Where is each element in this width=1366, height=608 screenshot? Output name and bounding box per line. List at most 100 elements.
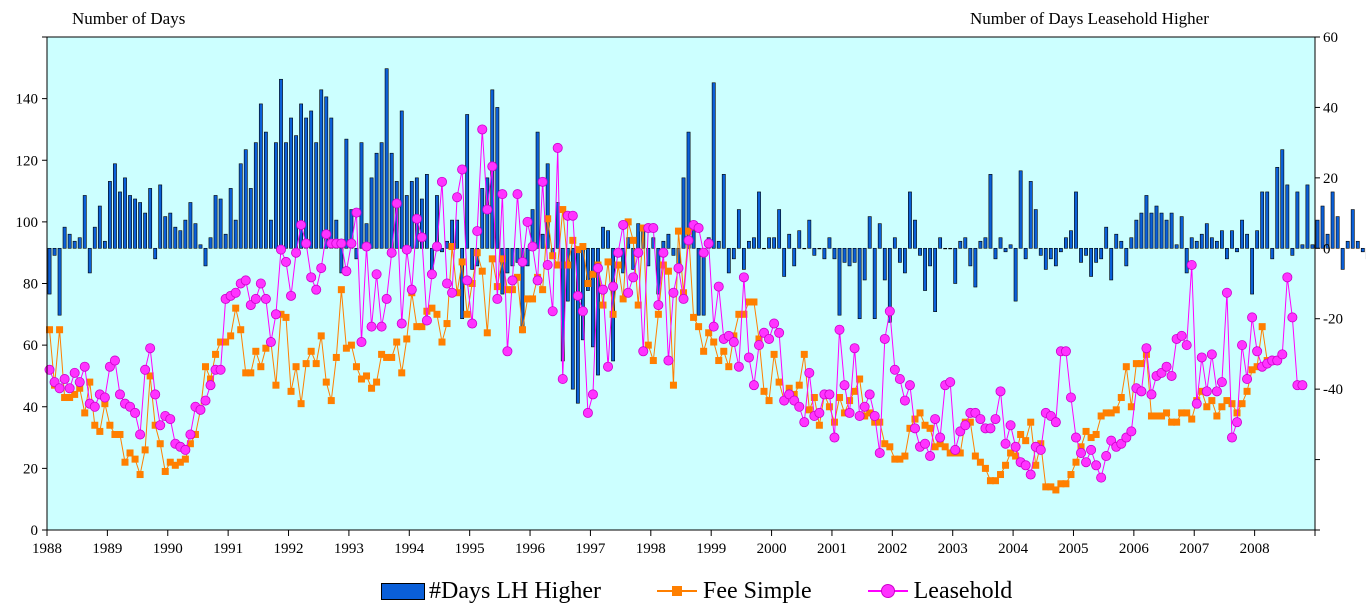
bar-days-lh-higher: [681, 177, 686, 249]
left-tick-label: 120: [16, 153, 39, 169]
fee-simple-point: [1253, 363, 1261, 371]
bar-days-lh-higher: [233, 219, 238, 249]
fee-simple-point: [966, 418, 974, 426]
bar-days-lh-higher: [1300, 244, 1305, 249]
bar-days-lh-higher: [123, 177, 127, 249]
bar-days-lh-higher: [424, 174, 429, 249]
fee-simple-point: [322, 378, 330, 386]
fee-simple-point: [352, 363, 360, 371]
fee-simple-point: [327, 397, 335, 405]
bar-days-lh-higher: [228, 188, 233, 249]
fee-simple-point: [790, 390, 798, 398]
bar-days-lh-higher: [445, 240, 449, 249]
right-tick-label: 0: [1323, 241, 1331, 257]
fee-simple-point: [725, 363, 733, 371]
fee-simple-series: [46, 206, 1271, 494]
fee-simple-point: [574, 246, 582, 254]
bar-days-lh-higher: [802, 247, 807, 250]
leasehold-point: [567, 210, 578, 221]
leasehold-point: [502, 346, 513, 357]
bar-days-lh-higher: [1064, 237, 1068, 249]
leasehold-point: [311, 284, 322, 295]
bar-days-lh-higher: [465, 114, 470, 249]
fee-simple-point: [176, 458, 184, 466]
leasehold-point: [371, 269, 382, 280]
bar-days-lh-higher: [1069, 230, 1073, 249]
legend-item-days-lh-higher: #Days LH Higher: [381, 578, 601, 605]
bar-days-lh-higher: [1345, 240, 1350, 249]
bar-days-lh-higher: [143, 212, 148, 249]
fee-simple-point: [569, 236, 577, 244]
x-tick-label: 1988: [32, 541, 62, 557]
leasehold-point: [899, 395, 910, 406]
fee-simple-point: [473, 249, 481, 257]
leasehold-point: [281, 256, 292, 267]
bar-days-lh-higher: [686, 131, 691, 249]
fee-simple-point: [76, 384, 84, 392]
x-tick-label: 2005: [1058, 541, 1088, 557]
fee-simple-point: [151, 421, 159, 429]
bar-days-lh-higher: [752, 237, 756, 249]
fee-simple-point: [876, 418, 884, 426]
left-tick-label: 40: [23, 400, 38, 416]
fee-simple-point: [740, 310, 748, 318]
leasehold-point: [884, 306, 895, 317]
bar-days-lh-higher: [792, 247, 797, 267]
fee-simple-point: [277, 310, 285, 318]
bar-days-lh-higher: [1089, 247, 1093, 277]
left-tick-label: 80: [23, 277, 38, 293]
bar-days-lh-higher: [1265, 191, 1270, 249]
x-tick-label: 2003: [938, 541, 968, 557]
fee-simple-point: [997, 471, 1005, 479]
fee-simple-point: [1117, 394, 1125, 402]
leasehold-point: [376, 321, 387, 332]
leasehold-point: [361, 241, 372, 252]
fee-simple-point: [1057, 480, 1065, 488]
left-tick-label: 60: [23, 338, 38, 354]
leasehold-point: [693, 223, 704, 234]
x-tick-label: 1997: [575, 541, 606, 557]
bar-days-lh-higher: [1340, 247, 1345, 270]
bar-days-lh-higher: [787, 233, 792, 249]
fee-simple-point: [1183, 409, 1191, 417]
bar-days-lh-higher: [1164, 219, 1169, 249]
bar-days-lh-higher: [294, 135, 298, 249]
bar-days-lh-higher: [1360, 247, 1365, 253]
fee-simple-point: [946, 449, 954, 457]
bar-days-lh-higher: [1250, 247, 1255, 295]
bar-days-lh-higher: [1184, 247, 1189, 274]
bar-days-lh-higher: [1330, 191, 1335, 249]
bar-days-lh-higher: [741, 247, 746, 270]
bar-days-lh-higher: [1335, 216, 1340, 249]
fee-simple-point: [1142, 350, 1150, 358]
leasehold-point: [552, 142, 563, 153]
fee-simple-point: [186, 440, 194, 448]
right-tick-label: -20: [1323, 312, 1343, 328]
bar-days-lh-higher: [1199, 233, 1204, 249]
bar-days-lh-higher: [279, 78, 283, 249]
leasehold-point: [492, 293, 503, 304]
fee-simple-point: [549, 252, 557, 260]
legend-line-swatch-leasehold: [867, 581, 908, 601]
bar-days-lh-higher: [1194, 240, 1199, 249]
leasehold-point: [366, 321, 377, 332]
fee-simple-point: [1248, 366, 1256, 374]
bar-days-lh-higher: [882, 247, 887, 281]
leasehold-point: [99, 392, 110, 403]
right-tick-label: 20: [1323, 171, 1338, 187]
fee-simple-point: [1243, 387, 1251, 395]
bar-days-lh-higher: [1008, 244, 1013, 249]
bar-days-lh-higher: [762, 247, 766, 250]
fee-simple-point: [212, 350, 220, 358]
fee-simple-point: [257, 363, 265, 371]
bar-days-lh-higher: [258, 103, 263, 249]
bar-days-lh-higher: [87, 247, 92, 274]
bar-days-lh-higher: [515, 247, 520, 263]
leasehold-point: [708, 321, 719, 332]
fee-simple-point: [357, 375, 365, 383]
bar-days-lh-higher: [1038, 247, 1043, 256]
fee-simple-point: [1198, 387, 1206, 395]
fee-simple-point: [418, 323, 426, 331]
fee-simple-point: [368, 384, 376, 392]
bar-days-lh-higher: [188, 202, 193, 249]
